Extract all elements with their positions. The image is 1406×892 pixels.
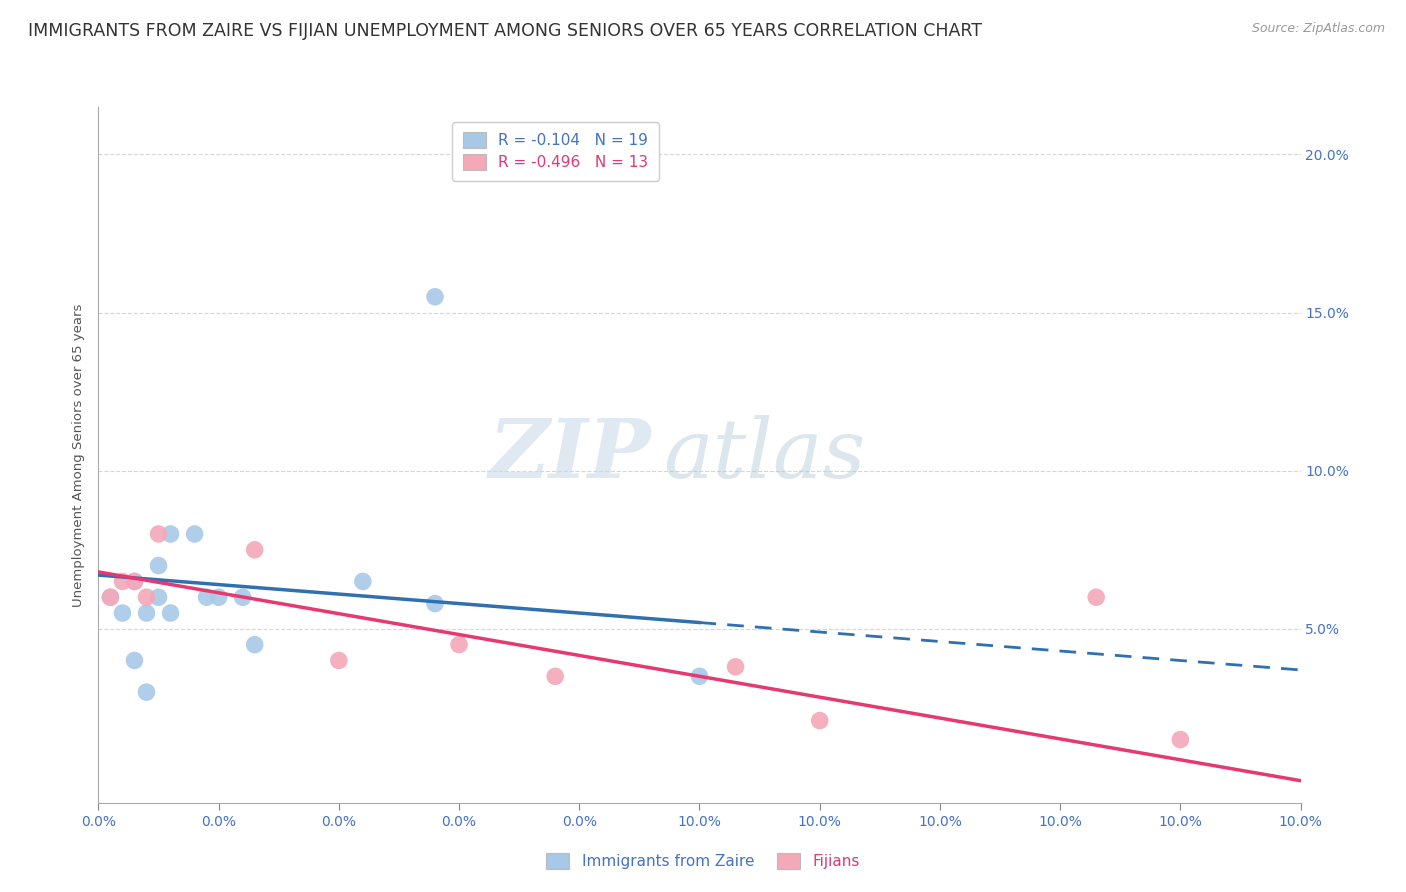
Point <box>208 591 231 605</box>
Point <box>159 527 181 541</box>
Point <box>1170 732 1192 747</box>
Point <box>124 574 146 589</box>
Point <box>135 591 157 605</box>
Point <box>135 606 157 620</box>
Y-axis label: Unemployment Among Seniors over 65 years: Unemployment Among Seniors over 65 years <box>72 303 86 607</box>
Point <box>195 591 218 605</box>
Point <box>148 527 170 541</box>
Text: ZIP: ZIP <box>489 415 651 495</box>
Point <box>423 597 446 611</box>
Point <box>689 669 711 683</box>
Point <box>808 714 831 728</box>
Point <box>111 574 134 589</box>
Point <box>423 290 446 304</box>
Legend: Immigrants from Zaire, Fijians: Immigrants from Zaire, Fijians <box>540 847 866 875</box>
Point <box>447 638 470 652</box>
Point <box>148 558 170 573</box>
Point <box>111 606 134 620</box>
Point <box>243 638 266 652</box>
Point <box>148 591 170 605</box>
Point <box>243 542 266 557</box>
Point <box>352 574 374 589</box>
Point <box>135 685 157 699</box>
Point <box>124 653 146 667</box>
Text: IMMIGRANTS FROM ZAIRE VS FIJIAN UNEMPLOYMENT AMONG SENIORS OVER 65 YEARS CORRELA: IMMIGRANTS FROM ZAIRE VS FIJIAN UNEMPLOY… <box>28 22 983 40</box>
Point <box>328 653 350 667</box>
Point <box>544 669 567 683</box>
Point <box>724 660 747 674</box>
Point <box>1085 591 1108 605</box>
Text: atlas: atlas <box>664 415 866 495</box>
Point <box>124 574 146 589</box>
Point <box>100 591 122 605</box>
Text: Source: ZipAtlas.com: Source: ZipAtlas.com <box>1251 22 1385 36</box>
Point <box>183 527 205 541</box>
Point <box>232 591 254 605</box>
Point <box>159 606 181 620</box>
Legend: R = -0.104   N = 19, R = -0.496   N = 13: R = -0.104 N = 19, R = -0.496 N = 13 <box>451 121 658 181</box>
Point <box>100 591 122 605</box>
